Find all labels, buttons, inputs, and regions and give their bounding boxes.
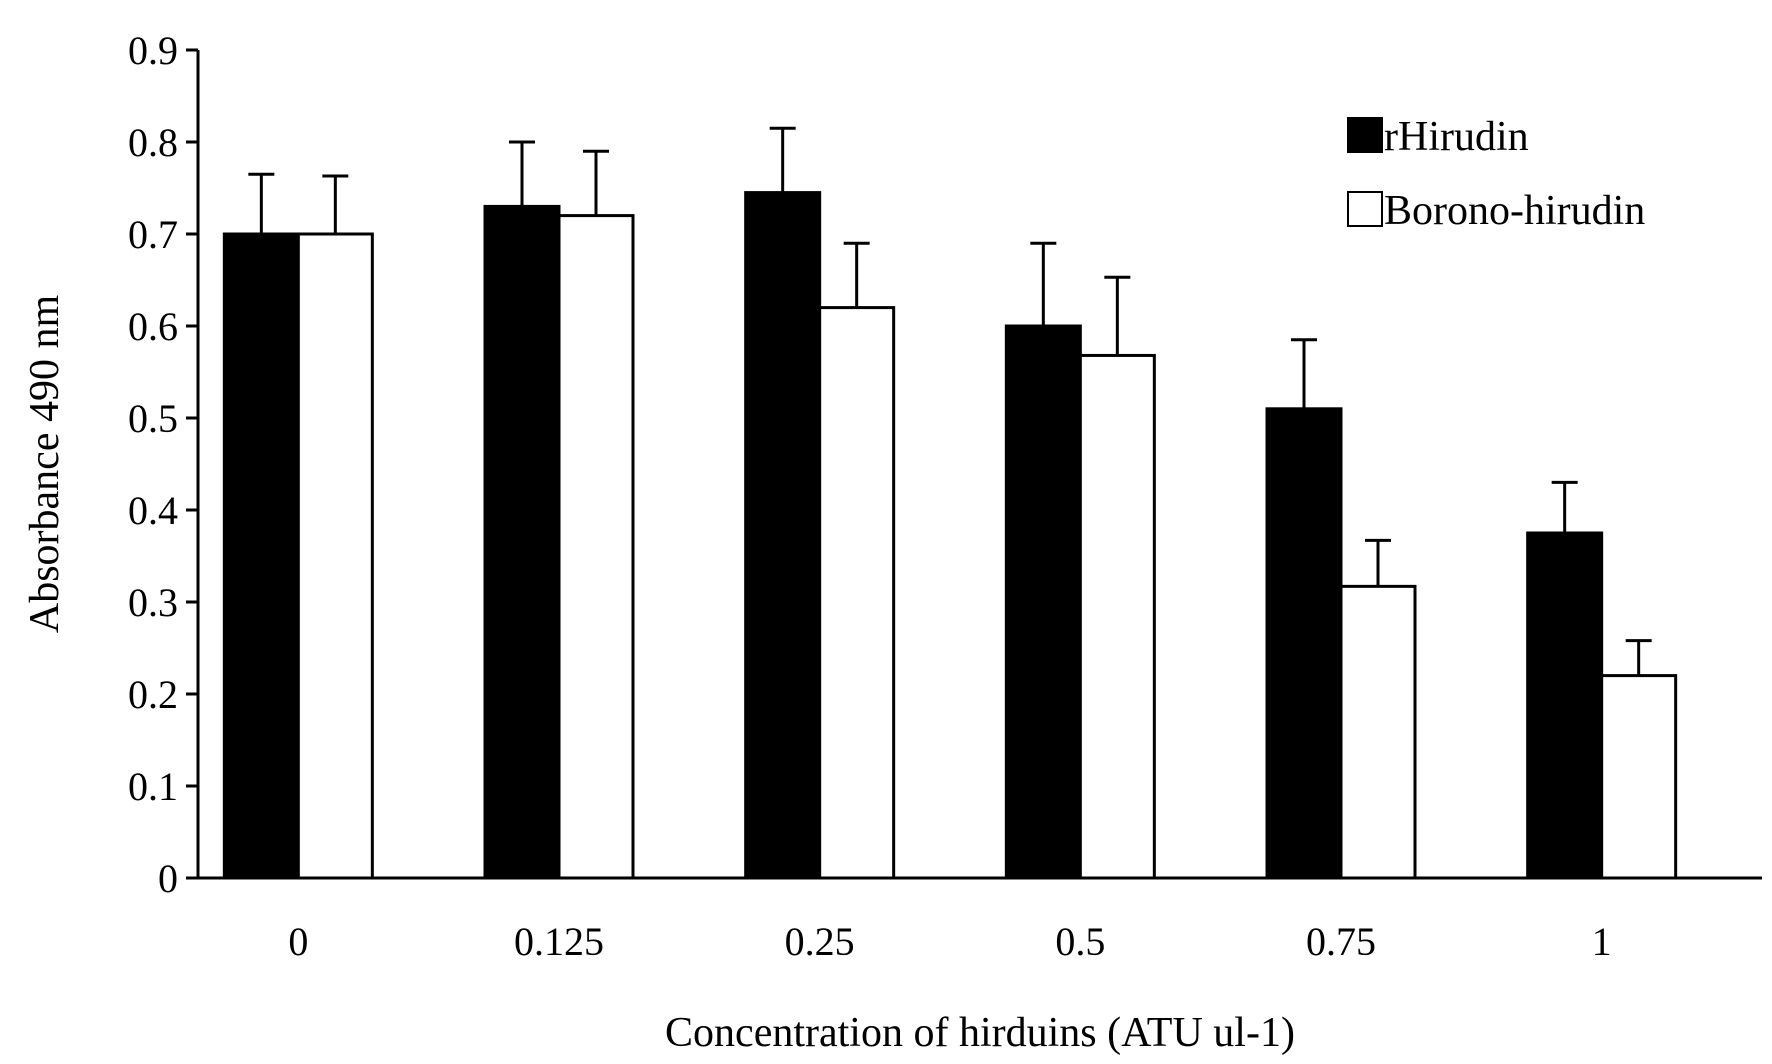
x-tick-labels: 0 0.125 0.25 0.5 0.75 1: [288, 919, 1611, 964]
error-bars: [248, 126, 1652, 676]
y-tick-label: 0.4: [128, 488, 178, 533]
y-tick-label: 0: [158, 856, 178, 901]
bar-rhirudin: [1526, 531, 1604, 880]
bar-borono-hirudin: [1600, 674, 1678, 880]
bar-borono-hirudin: [557, 214, 635, 880]
axes: [196, 50, 1762, 880]
legend-swatch-borono-hirudin: [1347, 191, 1383, 227]
y-tick-label: 0.8: [128, 120, 178, 165]
bar-rhirudin: [1265, 407, 1343, 880]
y-tick-label: 0.7: [128, 212, 178, 257]
bar-borono-hirudin: [1339, 584, 1417, 880]
bars: [222, 191, 1678, 880]
legend-label-rhirudin: rHirudin: [1384, 114, 1529, 160]
bar-rhirudin: [222, 232, 300, 880]
bar-borono-hirudin: [296, 232, 374, 880]
bar-rhirudin: [483, 204, 561, 880]
legend-swatch-rhirudin: [1347, 117, 1383, 153]
bar-borono-hirudin: [818, 306, 896, 880]
y-tick-label: 0.1: [128, 764, 178, 809]
legend: rHirudin Borono-hirudin: [1347, 114, 1645, 234]
bar-borono-hirudin: [1078, 353, 1156, 880]
bar-rhirudin: [1004, 324, 1082, 880]
x-tick-label: 0.25: [785, 919, 855, 964]
x-axis-title: Concentration of hirduins (ATU ul-1): [665, 1010, 1295, 1056]
bar-rhirudin: [744, 191, 822, 880]
y-tick-label: 0.9: [128, 28, 178, 73]
x-tick-label: 0: [288, 919, 308, 964]
y-tick-label: 0.5: [128, 396, 178, 441]
y-tick-label: 0.2: [128, 672, 178, 717]
y-tick-label: 0.3: [128, 580, 178, 625]
x-tick-label: 0.5: [1055, 919, 1105, 964]
y-tick-label: 0.6: [128, 304, 178, 349]
x-tick-label: 0.125: [514, 919, 604, 964]
legend-label-borono-hirudin: Borono-hirudin: [1384, 188, 1645, 234]
x-tick-label: 0.75: [1306, 919, 1376, 964]
x-tick-label: 1: [1592, 919, 1612, 964]
y-axis-title: Absorbance 490 nm: [22, 295, 68, 634]
y-ticks: 0 0.1 0.2 0.3 0.4 0.5 0.6 0.7 0.8 0.9: [128, 28, 198, 901]
